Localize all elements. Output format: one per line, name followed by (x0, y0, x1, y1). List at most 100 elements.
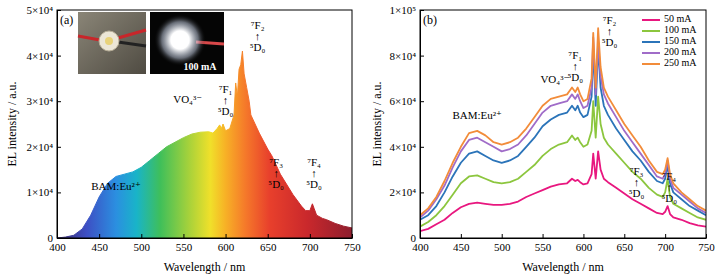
tick-label: 600 (576, 241, 593, 253)
annotation-text: VO₄³⁻ (540, 73, 569, 85)
tick-mark (57, 10, 61, 11)
tick-label: 750 (698, 241, 715, 253)
tick-label: 4×10⁴ (389, 141, 416, 153)
tick-label: 550 (176, 241, 193, 253)
tick-label: 550 (535, 241, 552, 253)
series-line (420, 37, 706, 217)
axis-line (58, 238, 353, 239)
panel: 40045050055060065070075002×10⁴4×10⁴6×10⁴… (370, 4, 716, 274)
tick-mark (706, 234, 707, 238)
tick-label: 650 (260, 241, 277, 253)
tick-mark (624, 234, 625, 238)
annotation-text: ⁵D₀ (602, 36, 618, 48)
legend-label: 200 mA (664, 46, 697, 57)
legend-label: 50 mA (664, 13, 692, 24)
tick-label: 650 (617, 241, 634, 253)
legend-label: 150 mA (664, 35, 697, 46)
inset-photo (150, 12, 224, 74)
annotation: ⁷F₄↑⁵D₀ (306, 156, 322, 190)
annotation: ⁷F₂↑⁵D₀ (250, 19, 266, 53)
legend-swatch (642, 52, 660, 54)
tick-mark (420, 101, 424, 102)
legend-swatch (642, 63, 660, 65)
annotation: VO₄³⁻ (173, 93, 202, 105)
tick: 750 (344, 234, 361, 253)
annotation: BAM:Eu²⁺ (91, 180, 141, 192)
chart-root: 100 mA40045050055060065070075001×10⁴2×10… (0, 0, 718, 280)
tick: 750 (698, 234, 715, 253)
tick-mark (461, 234, 462, 238)
inset-wire (118, 42, 146, 46)
inset-glow (154, 14, 206, 66)
tick-mark (183, 234, 184, 238)
tick-mark (420, 192, 424, 193)
inset: 100 mA (78, 12, 224, 74)
legend-swatch (642, 19, 660, 21)
plot-marks (420, 28, 706, 231)
tick-mark (352, 234, 353, 238)
tick-mark (420, 10, 424, 11)
plot-frame (420, 10, 706, 238)
annotation: ⁷F₁↑⁵D₀ (218, 83, 234, 117)
tick-label: 600 (218, 241, 235, 253)
tick: 2×10⁴ (26, 141, 61, 153)
tick-mark (420, 238, 424, 239)
panel-label: (a) (60, 13, 73, 27)
tick: 2×10⁴ (389, 186, 424, 198)
tick-label: 2×10⁴ (26, 141, 53, 153)
tick-mark (226, 234, 227, 238)
tick-label: 6×10⁴ (389, 95, 416, 107)
inset-led-chip (105, 37, 113, 45)
annotation-text: BAM:Eu²⁺ (91, 180, 141, 192)
tick-mark (310, 234, 311, 238)
tick-mark (57, 101, 61, 102)
inset-wire (118, 30, 146, 38)
tick: 600 (576, 234, 593, 253)
tick-mark (543, 234, 544, 238)
legend-label: 250 mA (664, 57, 697, 68)
x-axis: 400450500550600650700750 (49, 234, 361, 253)
tick: 550 (535, 234, 552, 253)
annotation-text: ⁵D₀ (268, 178, 284, 190)
tick-mark (57, 192, 61, 193)
tick-label: 2×10⁴ (389, 186, 416, 198)
axis-line (421, 238, 707, 239)
tick-mark (583, 234, 584, 238)
tick-label: 0 (411, 232, 417, 244)
annotation-text: ⁵D₀ (306, 178, 322, 190)
plot-frame (57, 10, 352, 238)
y-axis: 02×10⁴4×10⁴6×10⁴8×10⁴1×10⁵ (389, 4, 424, 244)
tick: 500 (494, 234, 511, 253)
tick-label: 1×10⁵ (389, 4, 416, 16)
annotation: ⁷F₂↑⁵D₀ (602, 14, 618, 48)
tick-mark (99, 234, 100, 238)
tick: 700 (657, 234, 674, 253)
annotation-text: ⁵D₀ (567, 71, 583, 83)
series-line (420, 46, 706, 219)
legend: 50 mA100 mA150 mA200 mA250 mA (642, 13, 697, 68)
tick-mark (141, 234, 142, 238)
annotation-text: ⁵D₀ (218, 105, 234, 117)
tick: 5×10⁴ (26, 4, 61, 16)
tick: 1×10⁵ (389, 4, 424, 16)
series-line (420, 28, 706, 215)
panel: 100 mA40045050055060065070075001×10⁴2×10… (5, 4, 362, 274)
plot-marks (57, 51, 352, 238)
tick-mark (57, 238, 61, 239)
tick-label: 0 (48, 232, 54, 244)
tick: 550 (176, 234, 193, 253)
annotation: ⁷F₃↑⁵D₀ (629, 165, 645, 199)
tick-mark (420, 56, 424, 57)
tick: 3×10⁴ (26, 95, 61, 107)
legend-swatch (642, 30, 660, 32)
tick-label: 700 (302, 241, 319, 253)
x-axis-title: Wavelength / nm (164, 260, 246, 274)
tick-label: 700 (657, 241, 674, 253)
tick-label: 5×10⁴ (26, 4, 53, 16)
inset-wire (78, 36, 100, 40)
tick: 6×10⁴ (389, 95, 424, 107)
y-axis: 01×10⁴2×10⁴3×10⁴4×10⁴5×10⁴ (26, 4, 61, 244)
annotation: VO₄³⁻ (540, 73, 569, 85)
tick-label: 500 (494, 241, 511, 253)
inset-label: 100 mA (183, 61, 217, 72)
